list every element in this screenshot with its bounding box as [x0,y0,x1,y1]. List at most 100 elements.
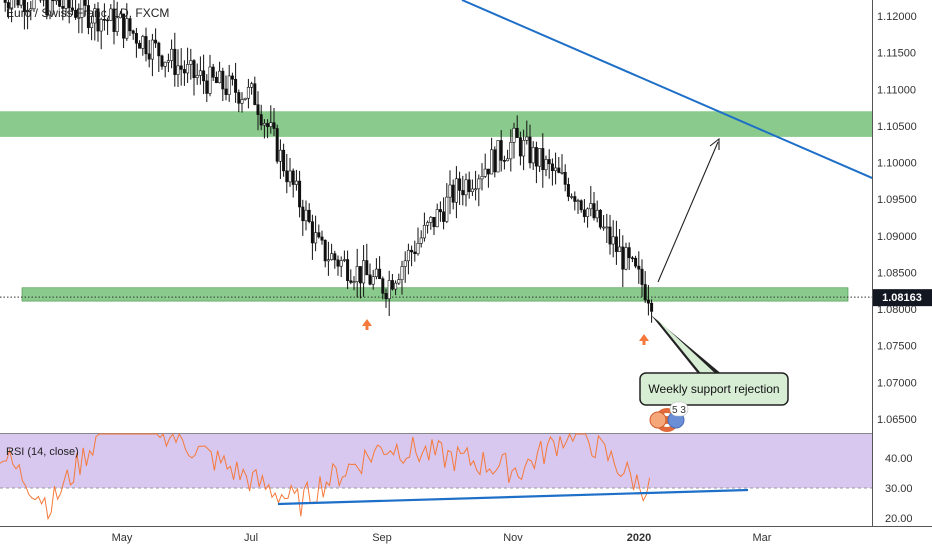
candle-body [535,147,537,166]
candle-body [631,258,633,259]
candle-body [212,67,214,77]
candle-body [20,0,22,5]
candle-body [462,190,464,194]
candle-body [279,150,281,161]
candle-body [254,84,256,105]
chart-title: Euro / Swiss Franc, 1D, FXCM [6,6,169,20]
price-tick: 1.09000 [877,231,917,243]
candle-body [234,79,236,92]
candle-body [417,243,419,253]
candle-body [138,43,140,48]
candle-body [225,89,227,95]
resistance-zone[interactable] [0,111,872,137]
candle-body [433,217,435,227]
badge-count: 5 3 [672,405,686,416]
candle-body [430,217,432,222]
candle-body [494,150,496,172]
candle-body [599,210,601,227]
candle-body [545,159,547,169]
time-tick: May [112,532,133,544]
candle-body [17,0,19,5]
candle-body [615,237,617,252]
candle-body [641,269,643,284]
time-tick: Sep [372,532,392,544]
candle-body [321,237,323,240]
rsi-label: RSI (14, close) [6,446,79,458]
time-tick: Mar [753,532,772,544]
candle-body [452,185,454,202]
candle-body [538,148,540,166]
candle-body [151,40,153,59]
candle-body [228,76,230,95]
candle-body [148,54,150,59]
candle-body [222,71,224,89]
candle-body [295,181,297,184]
candle-body [311,222,313,243]
candle-body [647,300,649,303]
candle-body [186,64,188,73]
candle-body [250,84,252,88]
candle-body [170,49,172,60]
candle-body [359,266,361,283]
candle-body [52,0,54,1]
candle-body [602,227,604,228]
price-tick: 1.10000 [877,158,917,170]
candle-body [586,209,588,217]
candle-body [404,261,406,267]
candle-body [465,180,467,195]
candle-body [478,179,480,189]
candle-body [161,56,163,66]
candle-body [247,87,249,98]
candle-body [135,33,137,43]
candle-body [439,209,441,211]
support-zone[interactable] [22,288,848,301]
candle-body [369,275,371,284]
candle-body [196,75,198,77]
candle-body [481,176,483,179]
candle-body [202,71,204,81]
price-tick: 1.07500 [877,341,917,353]
candle-body [308,210,310,221]
candle-body [302,207,304,221]
price-tick: 1.07000 [877,377,917,389]
candle-body [474,189,476,190]
candle-body [644,285,646,300]
candle-body [231,76,233,79]
candle-body [570,196,572,197]
candle-body [638,266,640,269]
price-tick: 1.12000 [877,11,917,23]
candle-body [522,140,524,156]
candle-body [500,140,502,160]
candle-body [420,238,422,243]
candle-body [490,150,492,174]
price-tick: 1.08500 [877,267,917,279]
candle-body [183,69,185,73]
candle-body [372,277,374,285]
candle-body [314,233,316,243]
candle-body [298,181,300,207]
candle-body [270,123,272,127]
candle-body [391,280,393,289]
candle-body [442,212,444,222]
candle-body [506,159,508,161]
candle-body [487,169,489,174]
candle-body [340,260,342,266]
candle-body [423,225,425,238]
callout-text: Weekly support rejection [648,382,779,396]
candle-body [257,105,259,115]
candle-body [292,171,294,185]
candle-body [596,210,598,218]
candle-body [471,189,473,192]
candle-body [266,123,268,126]
candle-body [484,169,486,176]
price-tick: 1.10500 [877,121,917,133]
candle-body [209,67,211,93]
rsi-trendline[interactable] [278,490,748,504]
candle-body [609,227,611,244]
time-tick: 2020 [627,532,651,544]
candle-body [510,142,512,159]
candle-body [567,184,569,196]
candle-body [305,210,307,221]
